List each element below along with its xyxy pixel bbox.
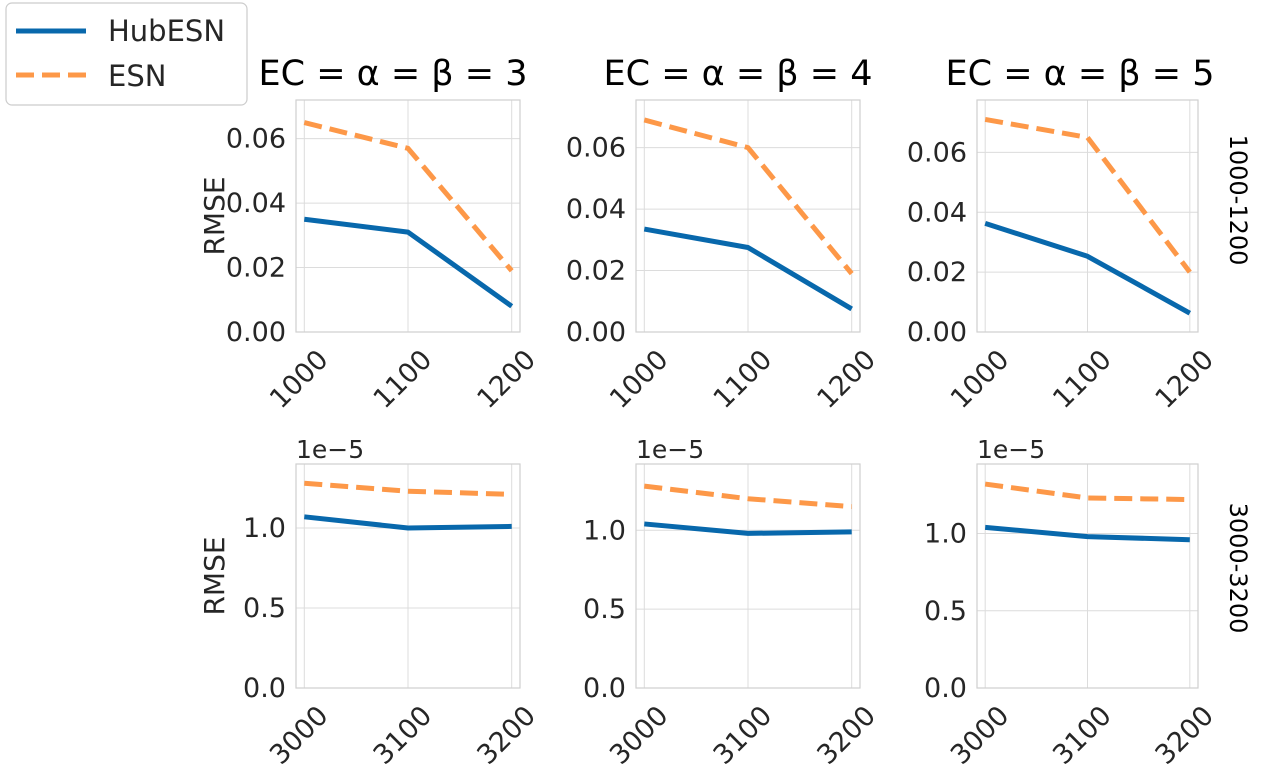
column-title-2: EC = α = β = 4	[604, 54, 873, 94]
x-tick-label: 3000	[264, 700, 335, 768]
series-line-hubesn	[304, 514, 512, 531]
y-tick-label: 0.06	[566, 133, 626, 164]
subplot-1: 0.00 0.02 0.04 0.06 1000 1100 1200 RMSE	[198, 99, 542, 415]
y-tick-label: 0.5	[243, 593, 286, 624]
column-title-3: EC = α = β = 5	[946, 54, 1215, 94]
y-tick-label: 0.02	[226, 253, 286, 284]
row-label-1: 1000-1200	[1224, 135, 1252, 266]
series-line-hubesn	[644, 521, 852, 536]
axes-frame	[635, 99, 861, 333]
y-scale-offset-label: 1e−5	[977, 435, 1045, 464]
x-tick-label: 1200	[811, 344, 882, 415]
y-tick-label: 1.0	[924, 519, 967, 550]
x-tick-label: 1100	[708, 344, 779, 415]
x-tick-label: 1100	[368, 344, 439, 415]
y-tick-label: 0.5	[583, 594, 626, 625]
legend-hubesn-label: HubESN	[108, 14, 225, 48]
x-tick-label: 1000	[264, 344, 335, 415]
y-axis-label: RMSE	[198, 176, 231, 255]
y-tick-label: 1.0	[243, 513, 286, 544]
y-tick-label: 0.04	[226, 188, 286, 219]
y-tick-label: 0.00	[907, 317, 967, 348]
series-line-esn	[984, 481, 1190, 503]
subplot-3: 0.00 0.02 0.04 0.06 1000 1100 1200	[907, 99, 1221, 415]
subplot-5: 0.0 0.5 1.0 3000 3100 3200 1e−5	[583, 435, 882, 768]
y-tick-label: 0.0	[924, 673, 967, 704]
x-tick-label: 3200	[1150, 700, 1221, 768]
y-tick-label: 0.04	[907, 197, 967, 228]
x-tick-label: 1200	[1150, 344, 1221, 415]
y-tick-label: 0.02	[566, 256, 626, 287]
subplot-4: 0.0 0.5 1.0 3000 3100 3200 RMSE 1e−5	[198, 435, 542, 768]
series-line-esn	[643, 117, 854, 276]
x-tick-label: 1200	[471, 344, 542, 415]
axes-frame	[295, 463, 521, 689]
x-tick-label: 3100	[1047, 700, 1118, 768]
y-scale-offset-label: 1e−5	[636, 435, 704, 464]
y-tick-label: 0.5	[924, 596, 967, 627]
subplot-2: 0.00 0.02 0.04 0.06 1000 1100 1200	[566, 99, 882, 415]
series-line-hubesn	[984, 220, 1192, 316]
axes-frame	[635, 463, 861, 689]
y-tick-label: 0.0	[583, 673, 626, 704]
subplot-6: 0.0 0.5 1.0 3000 3100 3200 1e−5	[924, 435, 1220, 768]
x-tick-label: 1100	[1047, 344, 1118, 415]
column-title-1: EC = α = β = 3	[259, 54, 528, 94]
y-tick-label: 0.06	[907, 137, 967, 168]
axes-frame	[976, 463, 1199, 689]
x-tick-label: 3200	[471, 700, 542, 768]
y-scale-offset-label: 1e−5	[296, 435, 364, 464]
y-tick-label: 1.0	[583, 515, 626, 546]
x-tick-label: 3000	[945, 700, 1016, 768]
axes-frame	[976, 99, 1199, 333]
y-tick-label: 0.00	[226, 317, 286, 348]
y-tick-label: 0.00	[566, 317, 626, 348]
y-tick-label: 0.02	[907, 257, 967, 288]
axes-frame	[295, 99, 521, 333]
x-tick-label: 3200	[811, 700, 882, 768]
series-line-esn	[984, 116, 1192, 274]
y-tick-label: 0.04	[566, 194, 626, 225]
subplot-grid: 0.00 0.02 0.04 0.06 1000 1100 1200 RMSE 0.00 0.02…	[198, 99, 1221, 768]
series-line-esn	[303, 120, 514, 273]
x-tick-label: 1000	[945, 344, 1016, 415]
series-line-hubesn	[303, 216, 514, 309]
series-line-hubesn	[643, 226, 853, 312]
y-tick-label: 0.06	[226, 124, 286, 155]
row-label-2: 3000-3200	[1224, 503, 1252, 634]
series-line-hubesn	[984, 524, 1190, 543]
series-line-esn	[304, 480, 512, 497]
y-axis-label: RMSE	[198, 536, 231, 615]
series-line-esn	[643, 483, 852, 510]
x-tick-label: 1000	[604, 344, 675, 415]
x-tick-label: 3100	[368, 700, 439, 768]
x-tick-label: 3100	[708, 700, 779, 768]
y-tick-label: 0.0	[243, 673, 286, 704]
legend-esn-label: ESN	[108, 59, 166, 93]
legend: HubESN ESN	[5, 2, 248, 106]
x-tick-label: 3000	[604, 700, 675, 768]
